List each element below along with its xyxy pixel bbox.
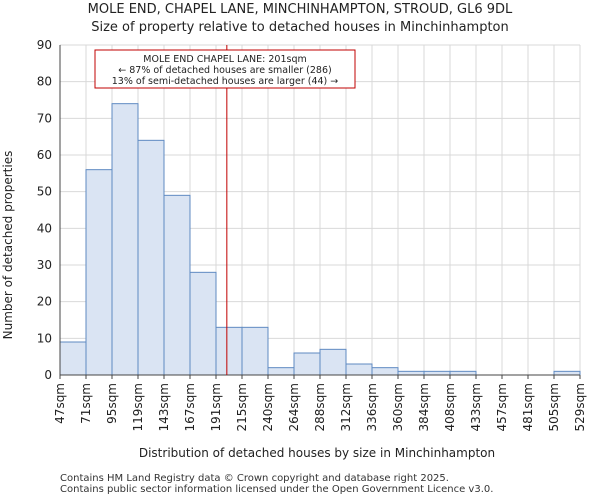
histogram-bar [267, 367, 295, 376]
y-tick-label: 10 [37, 331, 52, 345]
y-tick-label: 60 [37, 148, 52, 162]
x-tick-label: 408sqm [443, 383, 457, 431]
x-tick-label: 360sqm [391, 383, 405, 431]
histogram-bar [137, 139, 165, 376]
x-tick-label: 529sqm [573, 383, 587, 431]
histogram-bar [449, 370, 477, 376]
histogram-bar [319, 348, 347, 376]
x-tick-label: 47sqm [53, 383, 67, 424]
y-tick-label: 90 [37, 38, 52, 52]
histogram-bar [397, 370, 425, 376]
x-tick-label: 95sqm [105, 383, 119, 424]
y-axis-label: Number of detached properties [1, 151, 15, 340]
histogram-bar [241, 326, 269, 376]
annotation-box [94, 49, 356, 89]
y-tick-labels: 0 10 20 30 40 50 60 70 80 90 [37, 38, 52, 382]
y-tick-label: 80 [37, 75, 52, 89]
x-tick-label: 481sqm [521, 383, 535, 431]
chart-title: MOLE END, CHAPEL LANE, MINCHINHAMPTON, S… [87, 2, 513, 17]
y-tick-label: 70 [37, 111, 52, 125]
x-tick-label: 288sqm [313, 383, 327, 431]
x-tick-label: 433sqm [469, 383, 483, 431]
chart-subtitle: Size of property relative to detached ho… [91, 20, 509, 35]
x-tick-label: 191sqm [209, 383, 223, 431]
x-tick-label: 240sqm [261, 383, 275, 431]
histogram-bar [111, 103, 139, 376]
x-tick-label: 119sqm [131, 383, 145, 431]
histogram-bar [423, 370, 451, 376]
x-axis-label: Distribution of detached houses by size … [139, 446, 495, 460]
annotation-line: ← 87% of detached houses are smaller (28… [118, 65, 331, 76]
histogram-bar [59, 341, 87, 376]
histogram-bar [215, 326, 243, 376]
x-tick-labels: 47sqm 71sqm 95sqm 119sqm 143sqm 167sqm 191sqm 2… [53, 375, 587, 431]
y-tick-label: 20 [37, 295, 52, 309]
y-tick-label: 40 [37, 221, 52, 235]
annotation-line: MOLE END CHAPEL LANE: 201sqm [143, 54, 306, 65]
histogram-bar [293, 352, 321, 376]
histogram-bar [163, 194, 191, 376]
x-tick-label: 215sqm [235, 383, 249, 431]
footer-line-1: Contains HM Land Registry data © Crown c… [60, 473, 449, 484]
x-tick-label: 143sqm [157, 383, 171, 431]
histogram-bar [85, 169, 113, 376]
y-tick-label: 30 [37, 258, 52, 272]
bars [59, 103, 581, 376]
y-tick-label: 0 [44, 368, 52, 382]
x-tick-label: 457sqm [495, 383, 509, 431]
x-tick-label: 336sqm [365, 383, 379, 431]
x-tick-label: 167sqm [183, 383, 197, 431]
marker-group: MOLE END CHAPEL LANE: 201sqm← 87% of det… [94, 45, 356, 375]
x-tick-label: 312sqm [339, 383, 353, 431]
y-tick-label: 50 [37, 185, 52, 199]
x-tick-label: 505sqm [547, 383, 561, 431]
footer-line-2: Contains public sector information licen… [60, 484, 494, 495]
histogram-bar [553, 370, 581, 376]
x-tick-label: 384sqm [417, 383, 431, 431]
histogram-bar [189, 271, 217, 376]
x-tick-label: 264sqm [287, 383, 301, 431]
annotation-line: 13% of semi-detached houses are larger (… [112, 76, 339, 87]
x-tick-label: 71sqm [79, 383, 93, 424]
histogram-bar [371, 367, 399, 376]
histogram-bar [345, 363, 373, 376]
